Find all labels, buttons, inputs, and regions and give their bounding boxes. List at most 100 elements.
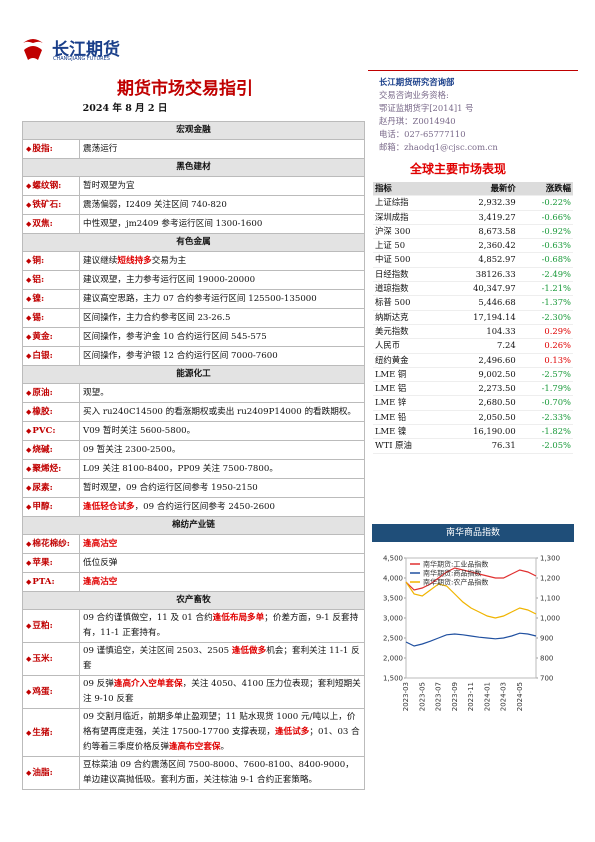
- cell: 16,190.00: [440, 424, 518, 440]
- label: 铁矿石:: [22, 195, 80, 215]
- cell: -0.68%: [517, 252, 573, 268]
- cell: 中证 500: [373, 252, 441, 268]
- advice: 逢高沽空: [79, 534, 365, 554]
- advice: 暂时观望，09 合约运行区间参考 1950-2150: [79, 478, 365, 498]
- cell: 上证 50: [373, 238, 441, 254]
- advice: 观望。: [79, 383, 365, 403]
- advice-row: 铁矿石:震荡偏弱，I2409 关注区间 740-820: [22, 195, 365, 215]
- cell: -0.63%: [517, 238, 573, 254]
- advice-row: 尿素:暂时观望，09 合约运行区间参考 1950-2150: [22, 478, 365, 498]
- advice-row: 锡:区间操作，主力合约参考区间 23-26.5: [22, 308, 365, 328]
- label: 棉花棉纱:: [22, 534, 80, 554]
- cell: 0.13%: [517, 353, 573, 368]
- label: 双焦:: [22, 214, 80, 234]
- text: 建议高空思路，主力 07 合约参考运行区间 125500-135000: [83, 293, 317, 304]
- market-row: 深圳成指 3,419.27 -0.66%: [373, 210, 573, 225]
- tick-label: 1,300: [540, 555, 560, 563]
- th: 指标: [373, 182, 441, 197]
- market-row: 美元指数 104.33 0.29%: [373, 324, 573, 340]
- highlight: 逢高沽空: [83, 576, 118, 587]
- label: 镍:: [22, 289, 80, 309]
- section-row: 宏观金融: [22, 121, 365, 140]
- highlight: 短线持多: [117, 255, 152, 266]
- cell: 深圳成指: [373, 210, 441, 225]
- section-title: 宏观金融: [22, 121, 365, 140]
- cell: 3,419.27: [440, 210, 518, 225]
- text: 区间操作，参考沪银 12 合约运行区间 7000-7600: [83, 350, 278, 361]
- label: 尿素:: [22, 478, 80, 498]
- advice-row: 双焦:中性观望，jm2409 参考运行区间 1300-1600: [22, 214, 365, 234]
- cell: 5,446.68: [440, 295, 518, 311]
- section-row: 能源化工: [22, 365, 365, 384]
- cell: 2,496.60: [440, 353, 518, 368]
- x-tick-label: 2024-01: [483, 682, 491, 711]
- advice: 区间操作，参考沪金 10 合约运行区间 545-575: [79, 327, 365, 347]
- highlight: 逢低试多: [274, 727, 310, 737]
- market-row: 道琼指数 40,347.97 -1.21%: [373, 281, 573, 297]
- cell: 0.26%: [517, 338, 573, 354]
- section-title: 有色金属: [22, 233, 365, 252]
- section-title: 黑色建材: [22, 158, 365, 177]
- cell: LME 铜: [373, 367, 441, 383]
- line: 邮箱：zhaodq1@cjsc.com.cn: [379, 142, 498, 152]
- cell: 纳斯达克: [373, 310, 441, 325]
- cell: 人民币: [373, 338, 441, 354]
- market-row: 中证 500 4,852.97 -0.68%: [373, 252, 573, 268]
- plot-frame: [405, 557, 537, 679]
- label: 豆粕:: [22, 609, 80, 643]
- market-row: LME 铝 2,273.50 -1.79%: [373, 381, 573, 397]
- market-row: LME 镍 16,190.00 -1.82%: [373, 424, 573, 440]
- chart: 1,500 2,000 2,500 3,000 3,500 4,000 4,500 700 80…: [383, 555, 560, 712]
- highlight: 逢低轻仓试多: [83, 501, 135, 512]
- label: PTA:: [22, 572, 80, 592]
- advice-row: PVC:V09 暂时关注 5600-5800。: [22, 421, 365, 441]
- cell: -0.92%: [517, 224, 573, 240]
- advice-row: 豆粕:09 合约谨慎做空，11 及 01 合约逢低布局多单；价差方面，9-1 反…: [22, 609, 365, 643]
- cell: LME 铅: [373, 410, 441, 426]
- rule: [368, 70, 578, 71]
- label: 橡胶:: [22, 402, 80, 422]
- cell: -2.05%: [517, 438, 573, 454]
- label: 铝:: [22, 270, 80, 290]
- cell: 8,673.58: [440, 224, 518, 240]
- contact: 长江期货研究咨询部 交易咨询业务资格: 鄂证监期货字[2014]1 号 赵丹琪：…: [379, 76, 498, 154]
- x-tick-label: 2023-07: [435, 682, 443, 711]
- label: 烧碱:: [22, 440, 80, 460]
- cell: -0.22%: [517, 195, 573, 211]
- advice-row: 镍:建议高空思路，主力 07 合约参考运行区间 125500-135000: [22, 289, 365, 309]
- cell: 2,273.50: [440, 381, 518, 397]
- x-tick-label: 2023-03: [402, 682, 410, 711]
- tick-label: 800: [540, 655, 553, 663]
- logo-en: CHANGJIANG FUTURES: [53, 56, 110, 62]
- tick-label: 1,100: [540, 595, 560, 603]
- advice-row: 橡胶:买入 ru240C14500 的看涨期权或卖出 ru2409P14000 …: [22, 402, 365, 422]
- cell: 0.29%: [517, 324, 573, 340]
- advice: 建议高空思路，主力 07 合约参考运行区间 125500-135000: [79, 289, 365, 309]
- text: 09 暂关注 2300-2500。: [83, 444, 181, 455]
- section-title: 能源化工: [22, 365, 365, 384]
- label: 原油:: [22, 383, 80, 403]
- cell: -2.49%: [517, 267, 573, 283]
- series-line: [405, 567, 537, 591]
- legend-label: 南华期货:农产品指数: [423, 578, 488, 587]
- advice: 买入 ru240C14500 的看涨期权或卖出 ru2409P14000 的看跌…: [79, 402, 365, 422]
- cell: 4,852.97: [440, 252, 518, 268]
- advice: 逢高沽空: [79, 572, 365, 592]
- cell: -0.70%: [517, 395, 573, 411]
- text: 09 交割月临近，前期多单止盈观望；11 贴水现货 1000 元/吨以上，价格有…: [83, 712, 356, 737]
- cell: 美元指数: [373, 324, 441, 340]
- cell: 9,002.50: [440, 367, 518, 383]
- label: 螺纹钢:: [22, 176, 80, 196]
- text: 中性观望，jm2409 参考运行区间 1300-1600: [83, 218, 263, 229]
- advice-row: 苹果:低位反弹: [22, 553, 365, 573]
- tick-label: 3,000: [383, 615, 403, 623]
- cell: 17,194.14: [440, 310, 518, 325]
- cell: 104.33: [440, 324, 518, 340]
- x-tick-label: 2024-05: [516, 682, 524, 711]
- cell: -1.37%: [517, 295, 573, 311]
- advice: V09 暂时关注 5600-5800。: [79, 421, 365, 441]
- advice-row: PTA:逢高沽空: [22, 572, 365, 592]
- label: 黄金:: [22, 327, 80, 347]
- cell: -2.30%: [517, 310, 573, 325]
- cell: 38126.33: [440, 267, 518, 283]
